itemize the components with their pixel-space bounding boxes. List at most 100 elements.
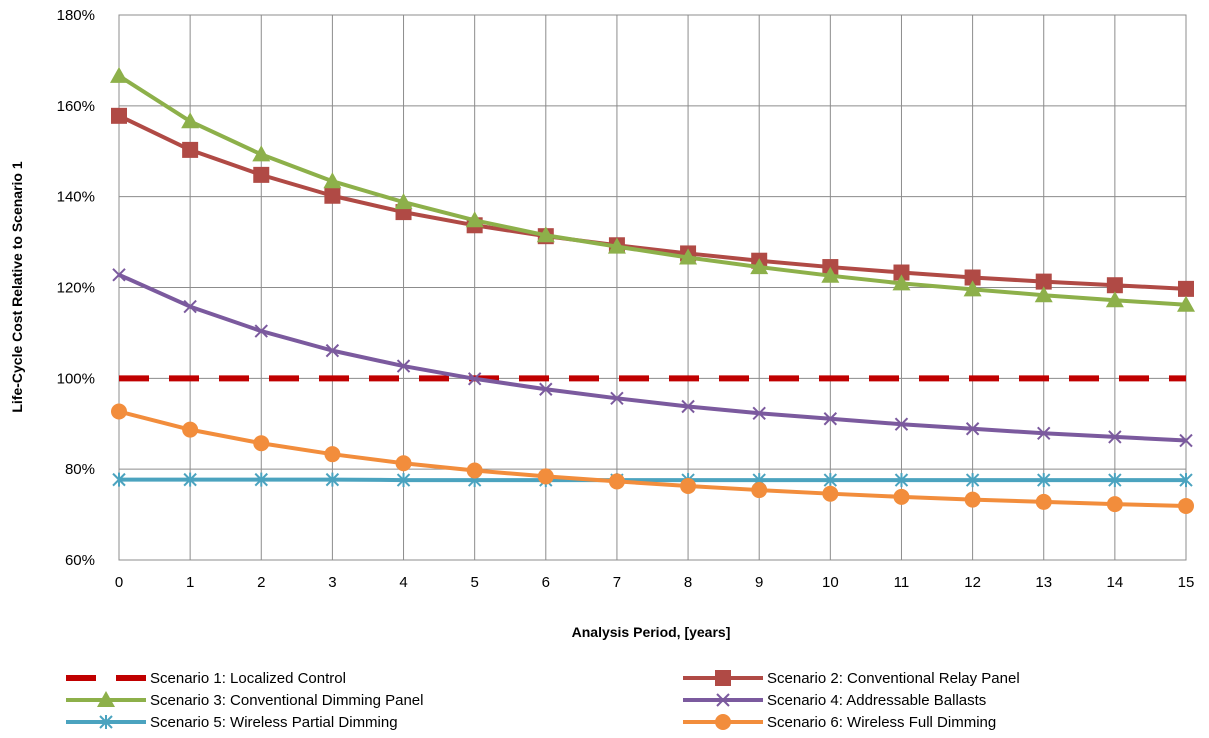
series-line: [118, 409, 1187, 508]
tick-labels: 60%80%100%120%140%160%180%0 1 2 3 4 5 6 7 8 9 10 11…: [57, 7, 1195, 591]
data-point: [610, 391, 624, 406]
x-tick-label: 5: [470, 574, 478, 591]
data-point: [325, 343, 340, 358]
legend-label: Scenario 1: Localized Control: [150, 670, 346, 687]
data-point: [97, 691, 115, 707]
data-point: [751, 482, 768, 499]
y-tick-label: 100%: [57, 370, 95, 387]
data-point: [607, 237, 626, 254]
data-point: [183, 472, 197, 487]
data-point: [1034, 286, 1053, 303]
data-point: [1178, 497, 1194, 514]
series-line: [118, 272, 1187, 443]
series-line: [118, 114, 1187, 291]
data-point: [396, 473, 411, 488]
data-point: [183, 299, 197, 314]
data-point: [894, 417, 909, 431]
x-tick-label: 12: [964, 574, 981, 591]
y-tick-label: 160%: [57, 98, 95, 115]
data-point: [964, 491, 981, 508]
y-tick-label: 140%: [57, 189, 95, 206]
legend-label: Scenario 6: Wireless Full Dimming: [767, 714, 996, 731]
data-point: [680, 477, 697, 494]
x-axis-title: Analysis Period, [years]: [572, 624, 731, 640]
data-point: [1106, 277, 1123, 294]
data-point: [182, 421, 199, 438]
legend-label: Scenario 5: Wireless Partial Dimming: [150, 714, 398, 731]
data-point: [822, 485, 839, 502]
data-point: [253, 166, 270, 183]
data-point: [1179, 433, 1193, 448]
data-point: [536, 226, 555, 243]
legend-label: Scenario 3: Conventional Dimming Panel: [150, 692, 423, 709]
x-tick-label: 8: [684, 574, 692, 591]
y-axis-title: Life-Cycle Cost Relative to Scenario 1: [9, 161, 25, 413]
data-point: [964, 269, 981, 286]
legend-label: Scenario 2: Conventional Relay Panel: [767, 670, 1020, 687]
data-point: [112, 268, 126, 282]
legend-item: Scenario 2: Conventional Relay Panel: [683, 670, 1020, 687]
data-point: [1037, 426, 1051, 440]
data-point: [894, 473, 909, 488]
data-point: [324, 446, 341, 463]
x-tick-label: 11: [894, 574, 910, 591]
x-tick-label: 13: [1035, 574, 1052, 591]
data-point: [254, 324, 268, 338]
data-point: [892, 274, 911, 291]
data-point: [893, 264, 910, 281]
series-3: [110, 66, 1195, 312]
data-point: [750, 258, 769, 275]
data-point: [111, 107, 127, 124]
x-tick-label: 4: [399, 574, 407, 591]
data-point: [1108, 473, 1122, 488]
legend-item: Scenario 1: Localized Control: [66, 670, 346, 687]
data-point: [715, 670, 731, 686]
series-4: [112, 268, 1193, 448]
data-point: [323, 172, 342, 189]
x-tick-label: 15: [1178, 574, 1195, 591]
data-point: [465, 211, 484, 228]
data-point: [1178, 280, 1194, 297]
data-point: [395, 455, 412, 472]
series-6: [111, 403, 1194, 514]
series-2: [111, 107, 1194, 297]
legend-item: Scenario 6: Wireless Full Dimming: [683, 714, 996, 731]
data-point: [111, 403, 127, 420]
legend-item: Scenario 3: Conventional Dimming Panel: [66, 691, 423, 709]
data-point: [1037, 473, 1051, 488]
x-tick-label: 9: [755, 574, 763, 591]
data-point: [821, 266, 840, 283]
data-point: [1105, 291, 1124, 308]
data-point: [466, 462, 483, 479]
y-tick-label: 80%: [65, 461, 95, 478]
data-point: [324, 187, 341, 204]
series-line: [117, 74, 1187, 307]
data-point: [394, 193, 413, 210]
data-point: [396, 359, 411, 373]
legend-item: Scenario 5: Wireless Partial Dimming: [66, 714, 398, 731]
data-point: [965, 473, 980, 488]
x-tick-label: 3: [328, 574, 336, 591]
data-point: [823, 412, 838, 426]
data-point: [1035, 273, 1052, 290]
y-tick-label: 60%: [65, 552, 95, 569]
data-point: [539, 382, 553, 396]
x-tick-label: 14: [1107, 574, 1124, 591]
data-point: [110, 66, 128, 83]
data-point: [253, 435, 270, 452]
data-point: [325, 472, 340, 487]
data-point: [715, 714, 731, 730]
x-tick-label: 2: [257, 574, 265, 591]
x-tick-label: 0: [115, 574, 123, 591]
x-tick-label: 1: [186, 574, 194, 591]
data-point: [608, 473, 625, 490]
x-tick-label: 7: [613, 574, 621, 591]
data-point: [963, 280, 982, 297]
data-point: [254, 472, 268, 487]
legend-label: Scenario 4: Addressable Ballasts: [767, 692, 986, 709]
y-tick-label: 180%: [57, 7, 95, 24]
data-point: [182, 141, 199, 158]
y-tick-label: 120%: [57, 280, 95, 297]
